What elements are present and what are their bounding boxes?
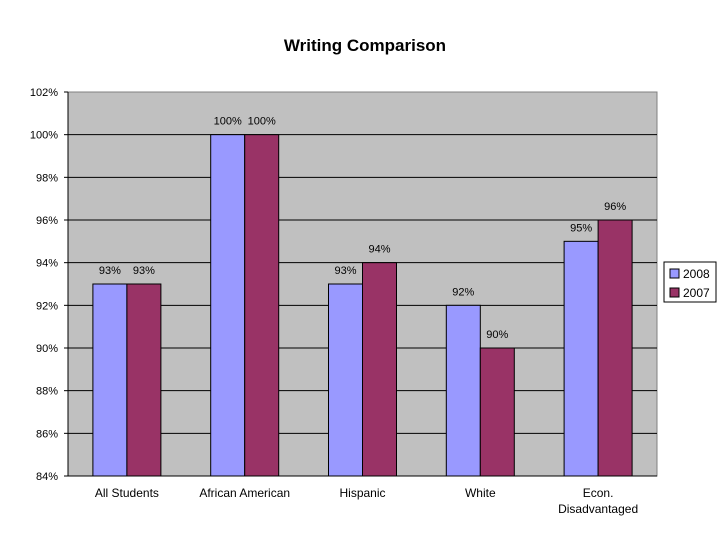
x-category-label: African American	[199, 486, 290, 500]
data-label: 96%	[604, 201, 626, 213]
y-tick-label: 98%	[36, 172, 58, 184]
legend-label: 2007	[683, 286, 710, 300]
bar-2007-1	[244, 134, 280, 477]
bar-2008-2	[328, 283, 363, 477]
y-tick-label: 92%	[36, 300, 58, 312]
y-axis-ticks: 84% 86% 88% 90% 92% 94% 96% 98% 100% 102%	[30, 87, 657, 483]
data-label: 90%	[486, 329, 508, 341]
bar-2008-4	[563, 240, 599, 477]
y-tick-label: 100%	[30, 130, 58, 142]
legend: 2008 2007	[663, 261, 717, 303]
data-label: 92%	[452, 286, 474, 298]
bar-2007-3	[479, 347, 515, 477]
data-label: 93%	[334, 265, 356, 277]
x-category-label: Econ. Disadvantaged	[558, 486, 638, 516]
y-tick-label: 86%	[36, 428, 58, 440]
bar-2008-3	[445, 304, 481, 477]
bars	[92, 134, 633, 477]
x-category-label: Hispanic	[339, 486, 385, 500]
y-tick-label: 102%	[30, 87, 58, 99]
legend-swatch-2007	[669, 287, 680, 298]
bar-2008-1	[210, 134, 246, 477]
y-tick-label: 94%	[36, 258, 58, 270]
chart-title: Writing Comparison	[284, 36, 446, 55]
data-labels: 93% 93% 100% 100% 93% 94% 92% 90% 95% 96%	[99, 116, 626, 341]
y-tick-label: 90%	[36, 343, 58, 355]
x-axis-categories: All Students African American Hispanic Whit…	[95, 486, 638, 516]
data-label: 93%	[99, 265, 121, 277]
bar-2007-2	[362, 262, 397, 477]
bar-2007-0	[126, 283, 162, 477]
data-label: 100%	[214, 116, 242, 128]
x-category-label: All Students	[95, 486, 159, 500]
legend-swatch-2008	[669, 268, 680, 279]
data-label: 93%	[133, 265, 155, 277]
bar-2007-4	[597, 219, 633, 477]
data-label: 95%	[570, 222, 592, 234]
data-label: 100%	[248, 116, 276, 128]
y-tick-label: 88%	[36, 386, 58, 398]
x-category-label: White	[465, 486, 496, 500]
y-tick-label: 96%	[36, 215, 58, 227]
data-label: 94%	[368, 244, 390, 256]
y-tick-label: 84%	[36, 471, 58, 483]
bar-2008-0	[92, 283, 128, 477]
legend-label: 2008	[683, 267, 710, 281]
